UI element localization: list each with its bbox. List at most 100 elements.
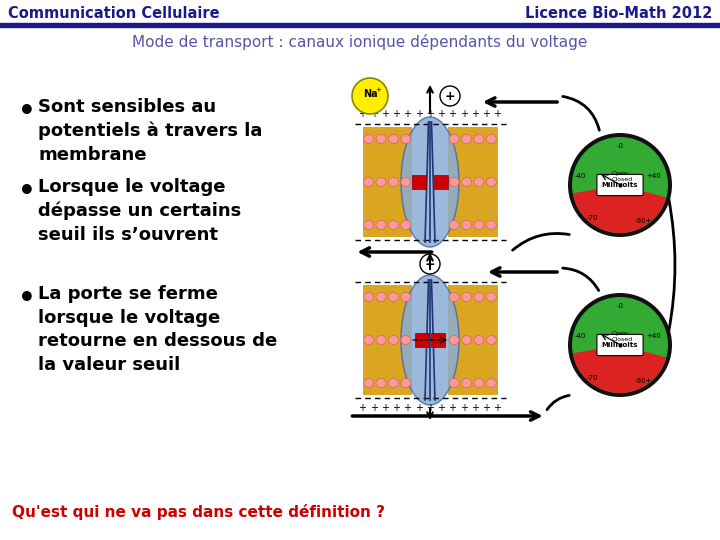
Text: +40: +40 — [646, 173, 661, 179]
Bar — [362, 127, 412, 237]
Ellipse shape — [462, 134, 472, 144]
Ellipse shape — [474, 293, 484, 301]
Text: +: + — [460, 403, 468, 413]
Ellipse shape — [449, 134, 459, 144]
Text: +: + — [437, 403, 445, 413]
Text: Communication Cellulaire: Communication Cellulaire — [8, 6, 220, 22]
Text: -0: -0 — [616, 143, 624, 148]
Text: Sont sensibles au
potentiels à travers la
membrane: Sont sensibles au potentiels à travers l… — [38, 98, 262, 164]
Text: •: • — [18, 285, 36, 313]
Ellipse shape — [449, 178, 459, 186]
Text: La porte se ferme
lorsque le voltage
retourne en dessous de
la valeur seuil: La porte se ferme lorsque le voltage ret… — [38, 285, 277, 374]
Circle shape — [572, 137, 668, 233]
Text: -40: -40 — [575, 333, 586, 339]
Ellipse shape — [401, 379, 411, 388]
Ellipse shape — [388, 134, 398, 144]
Wedge shape — [572, 185, 667, 233]
Text: Closed: Closed — [611, 337, 632, 342]
Ellipse shape — [486, 379, 496, 388]
Text: +: + — [493, 109, 502, 119]
Text: +: + — [449, 403, 456, 413]
Text: +: + — [437, 109, 445, 119]
Ellipse shape — [462, 178, 472, 186]
Text: +: + — [425, 258, 436, 271]
Ellipse shape — [388, 178, 398, 186]
Ellipse shape — [388, 379, 398, 388]
Bar — [431, 333, 445, 347]
Ellipse shape — [474, 335, 484, 345]
Text: Na: Na — [363, 89, 377, 99]
Circle shape — [568, 133, 672, 237]
Text: Open: Open — [611, 171, 629, 176]
Ellipse shape — [474, 178, 484, 186]
Text: Licence Bio-Math 2012: Licence Bio-Math 2012 — [525, 6, 712, 22]
Ellipse shape — [474, 379, 484, 388]
Ellipse shape — [388, 335, 398, 345]
Circle shape — [420, 254, 440, 274]
Ellipse shape — [401, 134, 411, 144]
Text: +: + — [493, 403, 502, 413]
Text: Millivolts: Millivolts — [602, 182, 638, 188]
Text: +: + — [460, 109, 468, 119]
Ellipse shape — [364, 220, 374, 230]
Bar — [415, 333, 429, 347]
Bar — [448, 127, 498, 237]
Ellipse shape — [462, 379, 472, 388]
Ellipse shape — [364, 134, 374, 144]
FancyBboxPatch shape — [597, 334, 643, 356]
Ellipse shape — [364, 379, 374, 388]
Ellipse shape — [486, 178, 496, 186]
Text: Millivolts: Millivolts — [602, 342, 638, 348]
Circle shape — [352, 78, 388, 114]
Ellipse shape — [376, 335, 386, 345]
Ellipse shape — [388, 220, 398, 230]
Circle shape — [440, 86, 460, 106]
Ellipse shape — [401, 293, 411, 301]
Text: +: + — [370, 403, 378, 413]
Text: -90+: -90+ — [634, 378, 652, 384]
Text: +: + — [381, 403, 389, 413]
Text: •: • — [18, 178, 36, 206]
Circle shape — [568, 293, 672, 397]
Ellipse shape — [364, 335, 374, 345]
Ellipse shape — [376, 379, 386, 388]
Ellipse shape — [376, 293, 386, 301]
Bar — [362, 285, 412, 395]
Ellipse shape — [401, 117, 459, 247]
Ellipse shape — [486, 220, 496, 230]
Text: +: + — [445, 90, 455, 103]
Text: +: + — [415, 403, 423, 413]
Ellipse shape — [401, 275, 459, 405]
Ellipse shape — [486, 134, 496, 144]
Ellipse shape — [474, 220, 484, 230]
Circle shape — [572, 297, 668, 393]
Text: +40: +40 — [646, 333, 661, 339]
Text: +: + — [392, 403, 400, 413]
Ellipse shape — [401, 220, 411, 230]
Text: -40: -40 — [575, 173, 586, 179]
Ellipse shape — [376, 220, 386, 230]
Ellipse shape — [449, 379, 459, 388]
Bar — [412, 175, 426, 189]
Text: +: + — [482, 109, 490, 119]
Ellipse shape — [401, 335, 411, 345]
Ellipse shape — [462, 220, 472, 230]
Text: +: + — [375, 87, 381, 93]
Ellipse shape — [474, 134, 484, 144]
Text: Mode de transport : canaux ionique dépendants du voltage: Mode de transport : canaux ionique dépen… — [132, 34, 588, 50]
Ellipse shape — [388, 293, 398, 301]
Ellipse shape — [486, 293, 496, 301]
Text: +: + — [426, 403, 434, 413]
Bar — [0, 23, 720, 27]
FancyBboxPatch shape — [597, 174, 643, 195]
Text: -0: -0 — [616, 302, 624, 309]
Ellipse shape — [364, 293, 374, 301]
Text: +: + — [381, 109, 389, 119]
Ellipse shape — [364, 178, 374, 186]
Text: +: + — [359, 403, 366, 413]
Ellipse shape — [449, 293, 459, 301]
Text: Qu'est qui ne va pas dans cette définition ?: Qu'est qui ne va pas dans cette définiti… — [12, 504, 385, 520]
Text: +: + — [449, 109, 456, 119]
Text: Lorsque le voltage
dépasse un certains
seuil ils s’ouvrent: Lorsque le voltage dépasse un certains s… — [38, 178, 241, 244]
Ellipse shape — [462, 335, 472, 345]
